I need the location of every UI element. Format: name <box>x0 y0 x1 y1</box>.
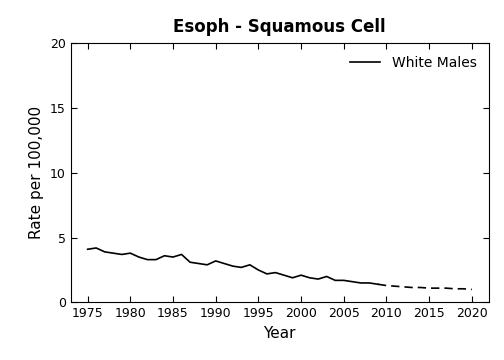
Title: Esoph - Squamous Cell: Esoph - Squamous Cell <box>173 18 386 36</box>
Legend: White Males: White Males <box>344 50 482 75</box>
X-axis label: Year: Year <box>264 326 296 341</box>
Y-axis label: Rate per 100,000: Rate per 100,000 <box>29 106 44 239</box>
